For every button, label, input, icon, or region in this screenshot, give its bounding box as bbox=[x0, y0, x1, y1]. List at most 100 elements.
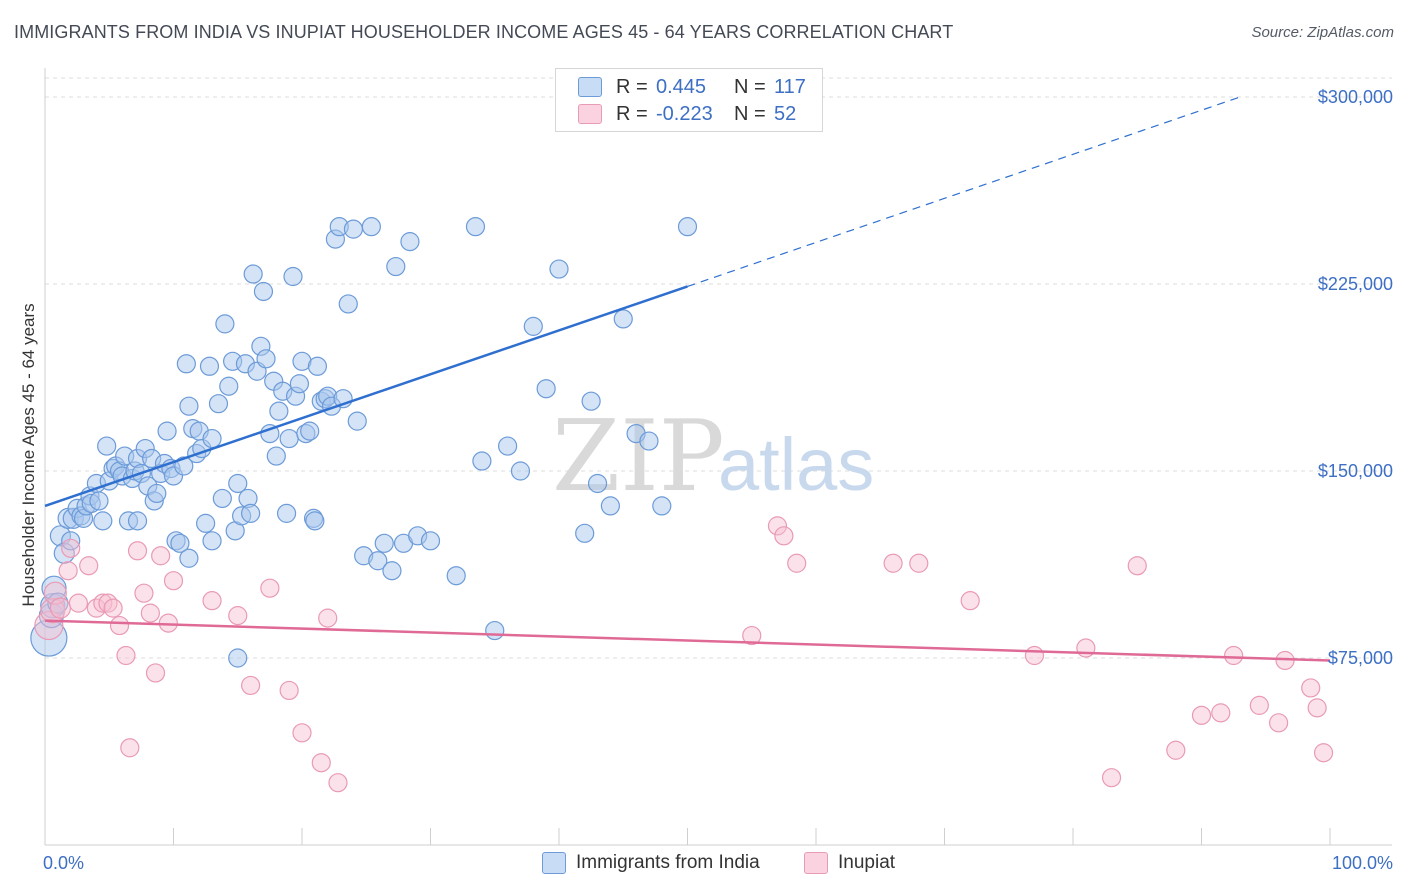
data-point-india bbox=[147, 483, 167, 504]
legend-r-label: R = bbox=[616, 102, 648, 125]
data-point-inupiat bbox=[151, 546, 171, 566]
data-point-india bbox=[89, 491, 109, 511]
data-point-inupiat bbox=[120, 738, 140, 758]
data-point-india bbox=[600, 496, 621, 516]
data-point-india bbox=[613, 309, 633, 329]
data-point-india bbox=[269, 401, 289, 421]
data-point-inupiat bbox=[86, 598, 107, 618]
data-point-inupiat bbox=[163, 571, 184, 591]
data-point-inupiat bbox=[318, 608, 338, 628]
data-point-india bbox=[260, 424, 280, 444]
data-point-inupiat bbox=[103, 598, 123, 618]
data-point-india bbox=[93, 511, 113, 531]
data-point-india bbox=[498, 436, 518, 456]
data-point-india bbox=[170, 533, 190, 553]
legend-swatch-india bbox=[578, 77, 602, 97]
data-point-inupiat bbox=[1166, 740, 1186, 760]
data-point-india bbox=[199, 356, 220, 376]
data-point-india bbox=[307, 356, 328, 376]
data-point-india bbox=[208, 394, 229, 414]
bottom-legend-inupiat: Inupiat bbox=[804, 852, 895, 874]
data-point-inupiat bbox=[767, 516, 788, 536]
bottom-legend-swatch-india bbox=[542, 852, 566, 874]
data-point-inupiat bbox=[1127, 556, 1147, 576]
y-tick-label: $150,000 bbox=[1318, 461, 1393, 481]
data-point-inupiat bbox=[61, 538, 81, 558]
data-point-inupiat bbox=[109, 615, 130, 636]
data-point-india bbox=[420, 531, 441, 551]
data-point-india bbox=[174, 456, 194, 476]
data-point-india bbox=[196, 513, 216, 533]
watermark-zip: ZIP bbox=[552, 400, 725, 514]
data-point-inupiat bbox=[145, 663, 166, 683]
data-point-india bbox=[446, 566, 466, 586]
data-point-india bbox=[361, 217, 381, 237]
legend-r-value: -0.223 bbox=[656, 102, 713, 125]
legend-n-label: N = bbox=[734, 75, 766, 98]
data-point-india bbox=[179, 548, 199, 568]
data-point-inupiat bbox=[279, 680, 299, 701]
chart-source: Source: ZipAtlas.com bbox=[1251, 24, 1394, 41]
watermark-atlas: atlas bbox=[718, 423, 874, 506]
data-point-india bbox=[305, 511, 325, 531]
data-point-india bbox=[97, 436, 117, 456]
data-point-inupiat bbox=[58, 561, 78, 581]
data-point-india bbox=[253, 281, 274, 302]
y-axis-label: Householder Income Ages 45 - 64 years bbox=[19, 303, 38, 606]
data-point-india bbox=[338, 294, 358, 314]
data-point-india bbox=[276, 503, 297, 523]
data-point-india bbox=[256, 349, 276, 369]
data-point-inupiat bbox=[1313, 743, 1334, 763]
data-point-india bbox=[212, 488, 232, 509]
data-point-india bbox=[228, 648, 248, 668]
chart-title: IMMIGRANTS FROM INDIA VS INUPIAT HOUSEHO… bbox=[14, 22, 954, 42]
legend: R = 0.445 N = 117 R = -0.223 N = 52 bbox=[555, 68, 823, 132]
bottom-legend-india: Immigrants from India bbox=[542, 852, 760, 874]
data-point-india bbox=[343, 219, 363, 239]
legend-n-value: 117 bbox=[774, 75, 806, 98]
data-point-inupiat bbox=[960, 591, 980, 611]
y-tick-label: $225,000 bbox=[1318, 274, 1393, 294]
legend-row-india: R = 0.445 N = 117 bbox=[578, 75, 824, 99]
data-point-inupiat bbox=[202, 591, 222, 611]
data-point-inupiat bbox=[909, 553, 929, 573]
data-point-inupiat bbox=[328, 773, 348, 793]
data-point-india bbox=[283, 266, 303, 287]
data-point-india bbox=[523, 316, 543, 336]
y-tick-label: $300,000 bbox=[1318, 87, 1393, 107]
data-point-india bbox=[400, 232, 420, 252]
data-point-india bbox=[386, 256, 406, 277]
x-tick-label: 0.0% bbox=[43, 853, 84, 873]
data-point-india bbox=[347, 411, 367, 431]
data-point-india bbox=[536, 379, 556, 399]
data-point-inupiat bbox=[787, 553, 807, 573]
data-point-india bbox=[485, 620, 505, 641]
data-point-india bbox=[279, 428, 299, 449]
data-point-india bbox=[157, 421, 177, 441]
data-point-inupiat bbox=[1191, 705, 1212, 725]
data-point-inupiat bbox=[34, 610, 64, 641]
data-point-inupiat bbox=[241, 675, 261, 696]
data-point-inupiat bbox=[260, 578, 280, 598]
data-point-india bbox=[289, 374, 310, 394]
bottom-legend: Immigrants from India Inupiat bbox=[0, 852, 1406, 878]
data-point-inupiat bbox=[774, 526, 794, 546]
series-inupiat-points bbox=[34, 516, 1334, 793]
data-point-inupiat bbox=[40, 598, 66, 624]
data-point-india bbox=[176, 354, 196, 374]
bottom-legend-swatch-inupiat bbox=[804, 852, 828, 874]
data-point-india bbox=[581, 391, 601, 411]
data-point-inupiat bbox=[292, 723, 312, 743]
series-india-points bbox=[30, 217, 698, 668]
data-point-inupiat bbox=[742, 625, 762, 646]
data-point-inupiat bbox=[1301, 678, 1321, 698]
data-point-india bbox=[202, 531, 222, 551]
data-point-india bbox=[228, 473, 248, 494]
data-point-inupiat bbox=[228, 606, 248, 626]
data-point-india bbox=[639, 431, 659, 451]
data-point-india bbox=[472, 451, 492, 471]
data-point-india bbox=[243, 264, 263, 284]
data-point-india bbox=[677, 217, 698, 237]
data-point-india bbox=[241, 503, 261, 523]
x-tick-label: 100.0% bbox=[1332, 853, 1393, 873]
